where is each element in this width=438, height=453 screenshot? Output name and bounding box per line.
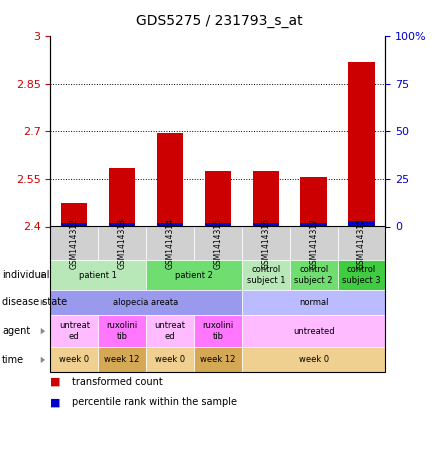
Text: percentile rank within the sample: percentile rank within the sample xyxy=(72,397,237,407)
Bar xyxy=(109,168,135,226)
Text: week 12: week 12 xyxy=(105,356,140,364)
Text: week 12: week 12 xyxy=(200,356,236,364)
Text: control
subject 1: control subject 1 xyxy=(247,265,285,285)
Bar xyxy=(157,223,183,226)
Text: disease state: disease state xyxy=(2,297,67,308)
Text: week 0: week 0 xyxy=(155,356,185,364)
Bar xyxy=(253,171,279,226)
Text: week 0: week 0 xyxy=(59,356,89,364)
Bar xyxy=(61,202,88,226)
Text: ruxolini
tib: ruxolini tib xyxy=(106,322,138,341)
Bar xyxy=(300,177,327,226)
Text: GDS5275 / 231793_s_at: GDS5275 / 231793_s_at xyxy=(136,14,302,28)
Bar xyxy=(348,62,374,226)
Text: individual: individual xyxy=(2,270,49,280)
Bar xyxy=(205,171,231,226)
Text: GSM1414314: GSM1414314 xyxy=(166,218,174,269)
Text: GSM1414315: GSM1414315 xyxy=(213,218,223,269)
Bar xyxy=(109,223,135,226)
Text: transformed count: transformed count xyxy=(72,377,163,387)
Text: alopecia areata: alopecia areata xyxy=(113,298,179,307)
Text: ■: ■ xyxy=(50,377,61,387)
Bar xyxy=(300,223,327,226)
Bar xyxy=(253,223,279,226)
Text: normal: normal xyxy=(299,298,328,307)
Text: agent: agent xyxy=(2,326,30,336)
Text: untreat
ed: untreat ed xyxy=(59,322,90,341)
Text: GSM1414312: GSM1414312 xyxy=(70,218,79,269)
Bar xyxy=(157,133,183,226)
Bar xyxy=(348,221,374,226)
Text: GSM1414318: GSM1414318 xyxy=(357,218,366,269)
Text: control
subject 3: control subject 3 xyxy=(342,265,381,285)
Text: GSM1414317: GSM1414317 xyxy=(309,218,318,269)
Bar xyxy=(61,223,88,226)
Text: patient 1: patient 1 xyxy=(79,271,117,280)
Text: untreat
ed: untreat ed xyxy=(155,322,186,341)
Text: untreated: untreated xyxy=(293,327,335,336)
Text: ■: ■ xyxy=(50,397,61,407)
Bar xyxy=(205,223,231,226)
Text: GSM1414316: GSM1414316 xyxy=(261,218,270,269)
Text: patient 2: patient 2 xyxy=(175,271,213,280)
Text: control
subject 2: control subject 2 xyxy=(294,265,333,285)
Text: GSM1414313: GSM1414313 xyxy=(118,218,127,269)
Text: ruxolini
tib: ruxolini tib xyxy=(202,322,233,341)
Text: time: time xyxy=(2,355,25,365)
Text: week 0: week 0 xyxy=(299,356,328,364)
